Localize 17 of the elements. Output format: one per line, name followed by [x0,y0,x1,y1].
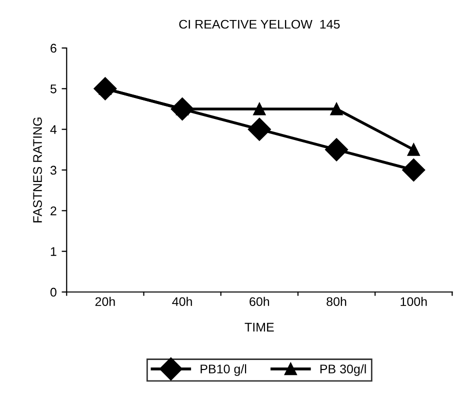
y-tick-label: 2 [50,206,56,216]
chart-title: CI REACTIVE YELLOW 145 [179,20,340,29]
x-axis-title: TIME [244,322,274,332]
legend-label: PB 30g/l [320,364,366,376]
y-tick-label: 0 [50,288,56,297]
x-tick-label: 100h [400,296,427,306]
x-tick-label: 80h [326,296,346,306]
x-tick-label: 40h [172,296,192,306]
y-tick-label: 3 [50,166,56,175]
y-tick-label: 5 [50,84,56,94]
x-tick-label: 20h [95,296,115,306]
y-tick-label: 6 [50,44,56,53]
y-tick-label: 1 [50,247,56,256]
y-axis-title: FASTNES RATING [33,118,42,222]
y-tick-label: 4 [50,125,57,134]
legend-label: PB10 g/l [200,364,246,376]
x-tick-label: 60h [250,296,270,306]
